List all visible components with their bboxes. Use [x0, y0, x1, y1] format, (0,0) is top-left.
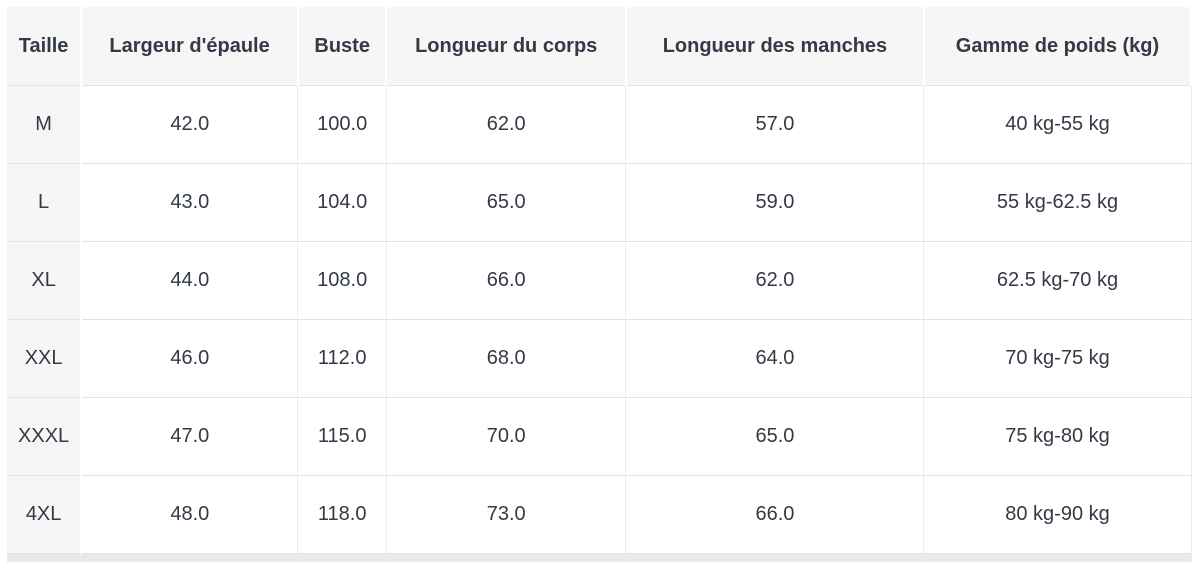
column-header: Longueur du corps	[386, 7, 627, 86]
table-row: XXXL 47.0 115.0 70.0 65.0 75 kg-80 kg	[7, 397, 1192, 476]
size-label-cell: M	[7, 85, 83, 164]
size-chart-table: Taille Largeur d'épaule Buste Longueur du c…	[7, 7, 1193, 554]
measurement-cell: 112.0	[297, 319, 387, 398]
measurement-cell: 70.0	[386, 397, 627, 476]
size-label-cell: XXXL	[7, 397, 83, 476]
measurement-cell: 75 kg-80 kg	[923, 397, 1192, 476]
column-header: Taille	[7, 7, 83, 86]
measurement-cell: 62.0	[386, 85, 627, 164]
table-row: XXL 46.0 112.0 68.0 64.0 70 kg-75 kg	[7, 319, 1192, 398]
table-body: M 42.0 100.0 62.0 57.0 40 kg-55 kg L 43.0 104.0 6…	[7, 85, 1192, 554]
measurement-cell: 62.5 kg-70 kg	[923, 241, 1192, 320]
measurement-cell: 104.0	[297, 163, 387, 242]
column-header: Longueur des manches	[625, 7, 925, 86]
size-label-cell: 4XL	[7, 475, 83, 554]
measurement-cell: 65.0	[386, 163, 627, 242]
table-row: 4XL 48.0 118.0 73.0 66.0 80 kg-90 kg	[7, 475, 1192, 554]
measurement-cell: 48.0	[81, 475, 299, 554]
measurement-cell: 55 kg-62.5 kg	[923, 163, 1192, 242]
measurement-cell: 40 kg-55 kg	[923, 85, 1192, 164]
column-header: Buste	[297, 7, 388, 86]
measurement-cell: 57.0	[625, 85, 925, 164]
measurement-cell: 43.0	[81, 163, 299, 242]
measurement-cell: 108.0	[297, 241, 387, 320]
measurement-cell: 66.0	[625, 475, 925, 554]
table-row: M 42.0 100.0 62.0 57.0 40 kg-55 kg	[7, 85, 1192, 164]
measurement-cell: 66.0	[386, 241, 627, 320]
measurement-cell: 62.0	[625, 241, 925, 320]
table-row: L 43.0 104.0 65.0 59.0 55 kg-62.5 kg	[7, 163, 1192, 242]
measurement-cell: 115.0	[297, 397, 387, 476]
table-row: XL 44.0 108.0 66.0 62.0 62.5 kg-70 kg	[7, 241, 1192, 320]
measurement-cell: 47.0	[81, 397, 299, 476]
column-header: Gamme de poids (kg)	[923, 7, 1193, 86]
size-label-cell: L	[7, 163, 83, 242]
measurement-cell: 118.0	[297, 475, 387, 554]
measurement-cell: 73.0	[386, 475, 627, 554]
measurement-cell: 68.0	[386, 319, 627, 398]
column-header: Largeur d'épaule	[81, 7, 299, 86]
size-label-cell: XL	[7, 241, 83, 320]
measurement-cell: 46.0	[81, 319, 299, 398]
measurement-cell: 80 kg-90 kg	[923, 475, 1192, 554]
header-row: Taille Largeur d'épaule Buste Longueur du c…	[7, 7, 1193, 86]
measurement-cell: 59.0	[625, 163, 925, 242]
measurement-cell: 100.0	[297, 85, 387, 164]
measurement-cell: 70 kg-75 kg	[923, 319, 1192, 398]
next-section-edge	[7, 553, 1192, 562]
measurement-cell: 64.0	[625, 319, 925, 398]
size-label-cell: XXL	[7, 319, 83, 398]
measurement-cell: 65.0	[625, 397, 925, 476]
measurement-cell: 42.0	[81, 85, 299, 164]
measurement-cell: 44.0	[81, 241, 299, 320]
